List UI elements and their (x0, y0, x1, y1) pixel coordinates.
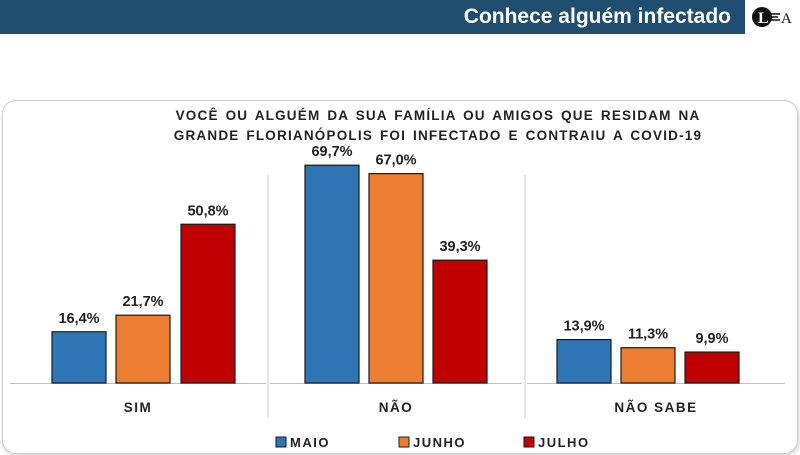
bar-nao-sabe-junho (620, 347, 676, 384)
bar-nao-maio (304, 164, 360, 384)
bar-nao-julho (432, 259, 488, 384)
chart-title: VOCÊ OU ALGUÉM DA SUA FAMÍLIA OU AMIGOS … (100, 106, 776, 146)
legend-swatch-junho (398, 436, 410, 448)
bar-sim-julho (180, 223, 236, 384)
header-bar: Conhece alguém infectado (0, 0, 745, 34)
category-label-nao: NÃO (379, 400, 414, 415)
legend-label-maio: MAIO (290, 435, 330, 450)
data-label-nao-julho: 39,3% (439, 239, 480, 255)
data-label-sim-julho: 50,8% (187, 203, 228, 219)
bar-nao-sabe-julho (684, 351, 740, 384)
bar-sim-junho (115, 314, 171, 384)
data-label-sim-maio: 16,4% (58, 311, 99, 327)
data-label-nao-sabe-julho: 9,9% (695, 331, 728, 347)
category-label-sim: SIM (124, 400, 153, 415)
bar-sim-maio (51, 331, 107, 384)
legend-label-julho: JULHO (538, 435, 590, 450)
legend-swatch-julho (523, 436, 535, 448)
lea-logo: L A (752, 7, 792, 27)
data-label-nao-sabe-junho: 11,3% (628, 327, 668, 343)
legend-label-junho: JUNHO (413, 435, 466, 450)
svg-text:A: A (781, 11, 792, 27)
data-label-nao-sabe-maio: 13,9% (563, 319, 604, 335)
data-label-sim-junho: 21,7% (122, 294, 163, 310)
svg-text:L: L (758, 10, 769, 27)
page-title: Conhece alguém infectado (463, 5, 731, 28)
bar-nao-sabe-maio (556, 338, 612, 384)
chart-title-line-1: VOCÊ OU ALGUÉM DA SUA FAMÍLIA OU AMIGOS … (175, 108, 701, 123)
category-label-nao-sabe: NÃO SABE (614, 400, 697, 415)
bar-nao-junho (368, 173, 424, 384)
legend-swatch-maio (275, 436, 287, 448)
data-label-nao-junho: 67,0% (375, 153, 416, 169)
chart-title-line-2: GRANDE FLORIANÓPOLIS FOI INFECTADO E CON… (173, 128, 703, 143)
data-label-nao-maio: 69,7% (311, 144, 352, 160)
